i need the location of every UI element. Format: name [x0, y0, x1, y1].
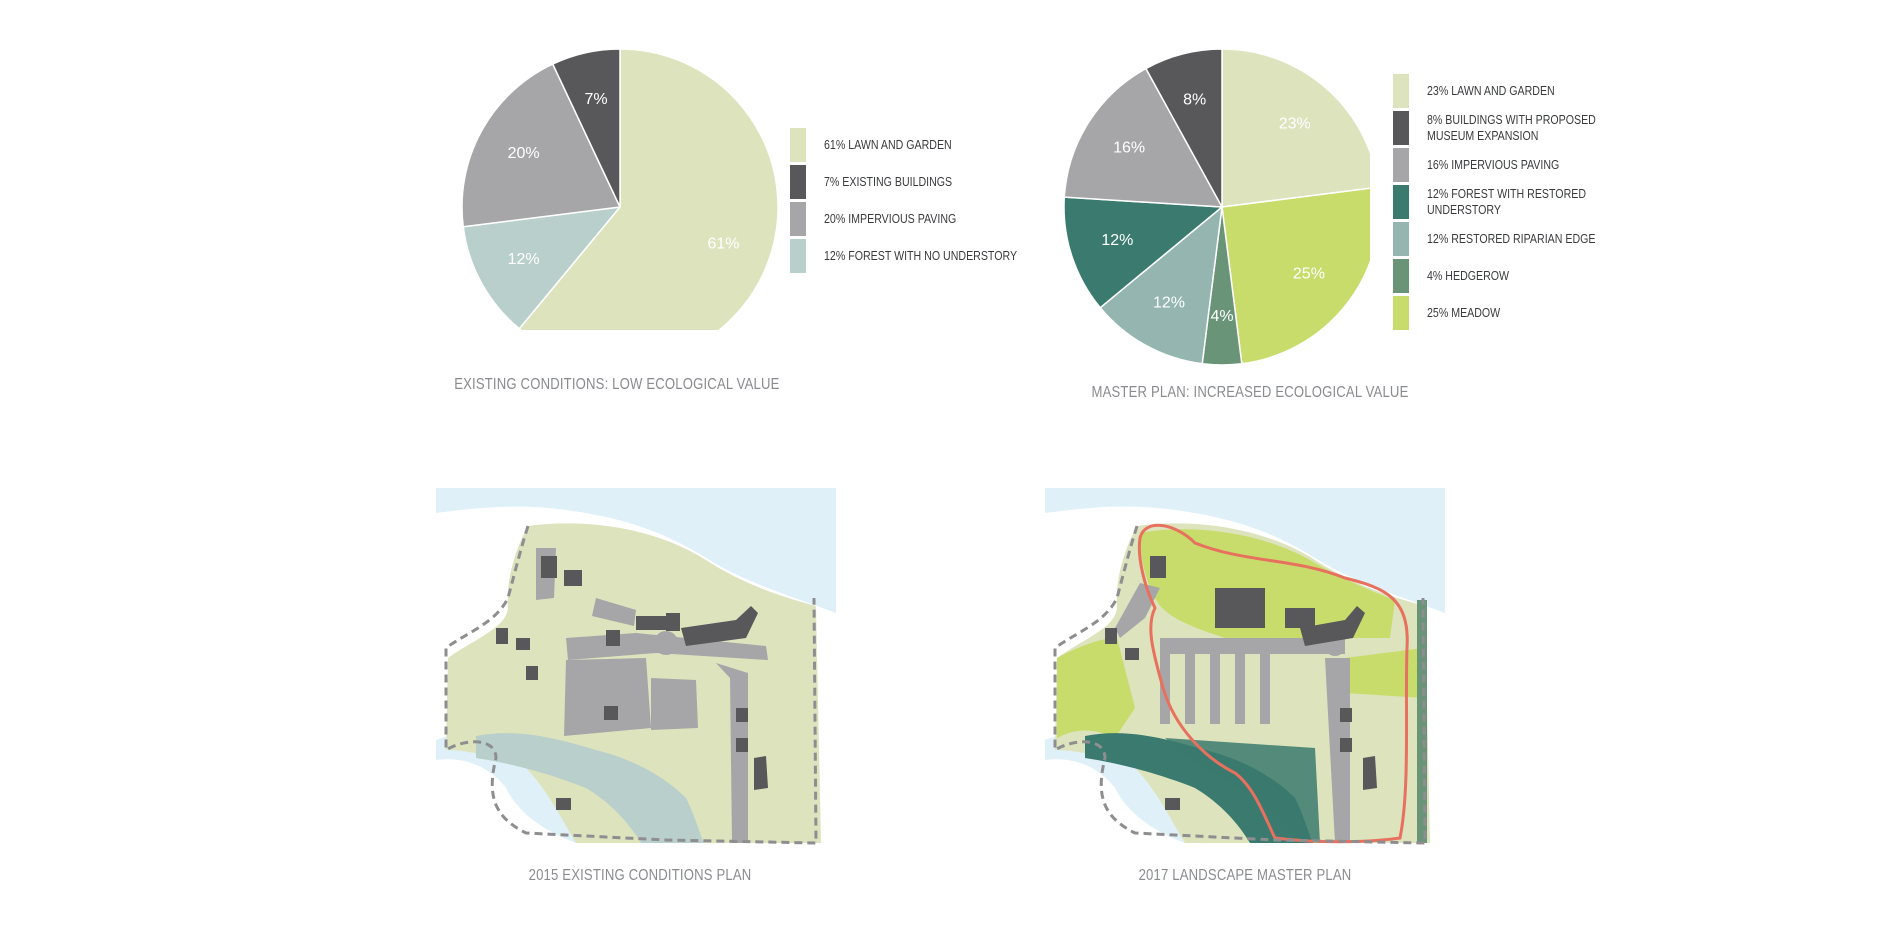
buildings: [1105, 556, 1377, 810]
pie-slice-5: [1063, 67, 1224, 208]
legend-item: 8% BUILDINGS WITH PROPOSED MUSEUM EXPANS…: [1393, 111, 1687, 145]
legend-item: 12% FOREST WITH NO UNDERSTORY: [790, 239, 1084, 273]
master-plan-pie: 23% 25% 4% 12% 12% 16% 8%: [1063, 48, 1370, 366]
existing-conditions-chart: 61% 12% 20% 7%: [440, 30, 1000, 330]
pie-slice-2: [461, 63, 622, 228]
river: [1045, 488, 1445, 613]
legend-label: 16% IMPERVIOUS PAVING: [1427, 158, 1560, 172]
legend-item: 7% EXISTING BUILDINGS: [790, 165, 1084, 199]
riparian-forest: [476, 733, 704, 843]
legend-item: 20% IMPERVIOUS PAVING: [790, 202, 1084, 236]
legend-swatch: [1393, 185, 1409, 219]
master-plan-chart-title: MASTER PLAN: INCREASED ECOLOGICAL VALUE: [1091, 384, 1409, 401]
pie-slice-0: [1221, 48, 1370, 208]
legend-label: 8% BUILDINGS WITH PROPOSED MUSEUM EXPANS…: [1427, 113, 1596, 143]
river: [436, 488, 836, 613]
legend-item: 12% RESTORED RIPARIAN EDGE: [1393, 222, 1687, 256]
meadow-west: [1057, 638, 1135, 738]
pie-slice-label-1: 25%: [1293, 266, 1325, 283]
pie-slice-3: [551, 48, 621, 208]
pie-slice-3: [1099, 205, 1223, 365]
pie-slice-label-3: 12%: [1153, 295, 1185, 312]
pie-slice-label-6: 8%: [1183, 92, 1206, 109]
pie-slice-label-0: 23%: [1279, 116, 1311, 133]
pie-slice-label-0: 61%: [707, 235, 739, 252]
site-boundary: [1053, 525, 1427, 845]
legend-label: 23% LAWN AND GARDEN: [1427, 84, 1555, 98]
legend-label: 7% EXISTING BUILDINGS: [824, 175, 953, 189]
legend-item: 4% HEDGEROW: [1393, 259, 1687, 293]
legend-swatch: [1393, 222, 1409, 256]
restored-riparian: [1165, 738, 1320, 843]
master-plan-caption: 2017 LANDSCAPE MASTER PLAN: [1138, 867, 1352, 884]
pie-slice-label-1: 12%: [508, 251, 540, 268]
legend-label: 12% RESTORED RIPARIAN EDGE: [1427, 232, 1596, 246]
pie-slice-label-3: 7%: [584, 91, 607, 108]
pie-slice-label-5: 16%: [1113, 139, 1145, 156]
legend-item: 25% MEADOW: [1393, 296, 1687, 330]
legend-swatch: [1393, 111, 1409, 145]
legend-label: 61% LAWN AND GARDEN: [824, 138, 952, 152]
pie-slice-label-4: 12%: [1101, 232, 1133, 249]
existing-legend: 61% LAWN AND GARDEN 7% EXISTING BUILDINGS…: [790, 128, 1050, 288]
pie-slice-0: [518, 48, 779, 330]
existing-plan-caption: 2015 EXISTING CONDITIONS PLAN: [528, 867, 752, 884]
pie-slice-1: [462, 206, 622, 330]
trail-loop: [1137, 523, 1409, 844]
legend-swatch: [1393, 296, 1409, 330]
legend-item: 23% LAWN AND GARDEN: [1393, 74, 1687, 108]
existing-conditions-plan: [436, 488, 836, 848]
master-plan: [1045, 488, 1445, 848]
pie-slice-4: [1063, 196, 1224, 309]
pie-slice-label-2: 20%: [508, 145, 540, 162]
buildings: [496, 556, 768, 810]
master-plan-chart: 23% 25% 4% 12% 12% 16% 8%: [1050, 30, 1370, 370]
pie-slice-1: [1221, 187, 1370, 365]
legend-swatch: [790, 202, 806, 236]
pie-slice-label-2: 4%: [1210, 308, 1233, 325]
legend-swatch: [790, 128, 806, 162]
site-boundary: [444, 525, 818, 845]
legend-item: 16% IMPERVIOUS PAVING: [1393, 148, 1687, 182]
legend-swatch: [1393, 74, 1409, 108]
existing-pie: 61% 12% 20% 7%: [461, 48, 779, 330]
pie-slice-6: [1144, 48, 1223, 208]
meadow-north: [1140, 529, 1395, 638]
hedgerow: [1417, 600, 1427, 843]
restored-forest: [1085, 733, 1313, 843]
legend-item: 61% LAWN AND GARDEN: [790, 128, 1084, 162]
legend-item: 12% FOREST WITH RESTORED UNDERSTORY: [1393, 185, 1687, 219]
legend-label: 12% FOREST WITH NO UNDERSTORY: [824, 249, 1018, 263]
legend-swatch: [790, 165, 806, 199]
legend-label: 25% MEADOW: [1427, 306, 1501, 320]
paving: [1115, 583, 1350, 843]
legend-swatch: [1393, 148, 1409, 182]
master-plan-legend: 23% LAWN AND GARDEN 8% BUILDINGS WITH PRO…: [1393, 74, 1693, 344]
existing-chart-title: EXISTING CONDITIONS: LOW ECOLOGICAL VALU…: [454, 376, 780, 393]
legend-label: 12% FOREST WITH RESTORED UNDERSTORY: [1427, 187, 1587, 217]
legend-swatch: [1393, 259, 1409, 293]
legend-label: 4% HEDGEROW: [1427, 269, 1510, 283]
legend-label: 20% IMPERVIOUS PAVING: [824, 212, 957, 226]
legend-swatch: [790, 239, 806, 273]
